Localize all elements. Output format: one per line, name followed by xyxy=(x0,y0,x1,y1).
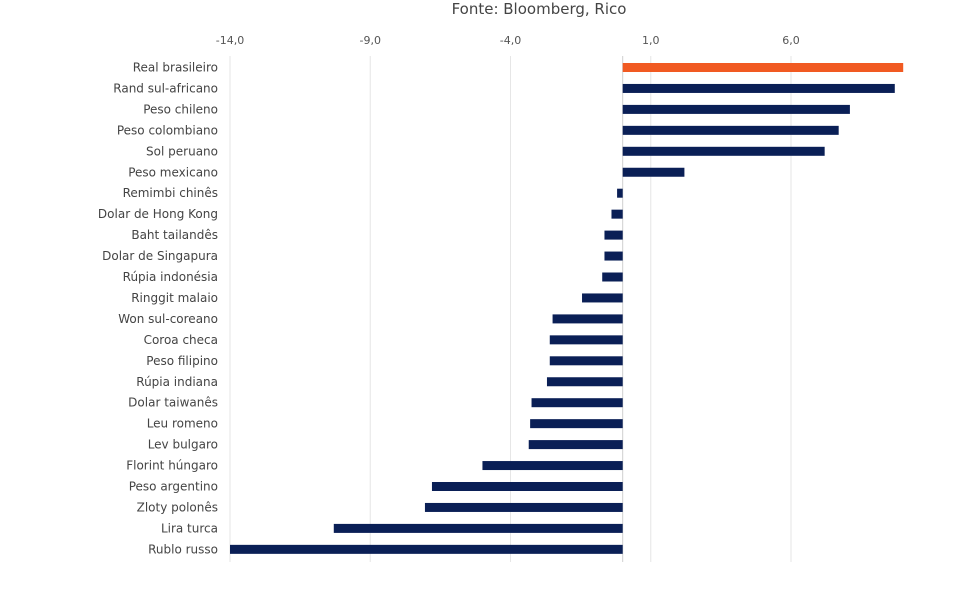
bar xyxy=(622,63,904,72)
category-label: Peso chileno xyxy=(143,102,218,116)
category-label: Remimbi chinês xyxy=(123,186,218,200)
bar xyxy=(622,83,895,93)
x-tick-label: 6,0 xyxy=(782,34,800,47)
category-label: Rublo russo xyxy=(148,542,218,556)
category-label: Lev bulgaro xyxy=(148,438,218,452)
bar xyxy=(602,272,623,282)
bar xyxy=(549,356,623,366)
category-label: Florint húngaro xyxy=(126,459,218,473)
bar xyxy=(617,188,623,198)
bar xyxy=(531,398,623,408)
x-tick-label: -4,0 xyxy=(500,34,521,47)
category-label: Real brasileiro xyxy=(133,61,218,75)
gridlines xyxy=(229,56,792,562)
x-tick-label: -9,0 xyxy=(360,34,381,47)
category-label: Zloty polonês xyxy=(137,500,218,514)
x-axis-tick-labels: -14,0 -9,0 -4,0 1,0 6,0 xyxy=(216,34,800,47)
bar xyxy=(333,523,623,533)
category-labels: Real brasileiro Rand sul-africano Peso chi… xyxy=(98,61,218,557)
bars xyxy=(230,63,904,554)
bar xyxy=(528,440,623,450)
category-label: Sol peruano xyxy=(146,144,218,158)
category-label: Coroa checa xyxy=(144,333,218,347)
category-label: Dolar taiwanês xyxy=(128,396,218,410)
x-tick-label: 1,0 xyxy=(642,34,660,47)
bar xyxy=(622,125,839,135)
category-label: Rúpia indonésia xyxy=(123,270,218,284)
bar xyxy=(604,230,623,240)
category-label: Peso filipino xyxy=(146,354,218,368)
bar xyxy=(230,544,623,554)
category-label: Ringgit malaio xyxy=(131,291,218,305)
category-label: Peso colombiano xyxy=(117,123,218,137)
category-label: Baht tailandês xyxy=(131,228,218,242)
category-label: Lira turca xyxy=(161,521,218,535)
bar xyxy=(549,335,623,345)
bar xyxy=(546,377,623,387)
category-label: Rand sul-africano xyxy=(113,81,218,95)
x-tick-label: -14,0 xyxy=(216,34,244,47)
category-label: Peso mexicano xyxy=(128,165,218,179)
category-label: Won sul-coreano xyxy=(118,312,218,326)
bar xyxy=(431,482,623,491)
source-note: Fonte: Bloomberg, Rico xyxy=(452,0,627,18)
bar xyxy=(611,209,623,219)
category-label: Dolar de Singapura xyxy=(102,249,218,263)
bar xyxy=(530,419,623,429)
bar xyxy=(604,251,623,261)
bar xyxy=(552,314,623,324)
bar xyxy=(622,104,850,114)
bar xyxy=(622,146,825,156)
category-label: Rúpia indiana xyxy=(136,375,218,389)
bar xyxy=(622,167,685,177)
category-label: Leu romeno xyxy=(147,417,218,431)
bar xyxy=(424,502,623,512)
category-label: Peso argentino xyxy=(129,480,218,494)
category-label: Dolar de Hong Kong xyxy=(98,207,218,221)
bar xyxy=(482,461,623,471)
bar xyxy=(582,293,623,303)
